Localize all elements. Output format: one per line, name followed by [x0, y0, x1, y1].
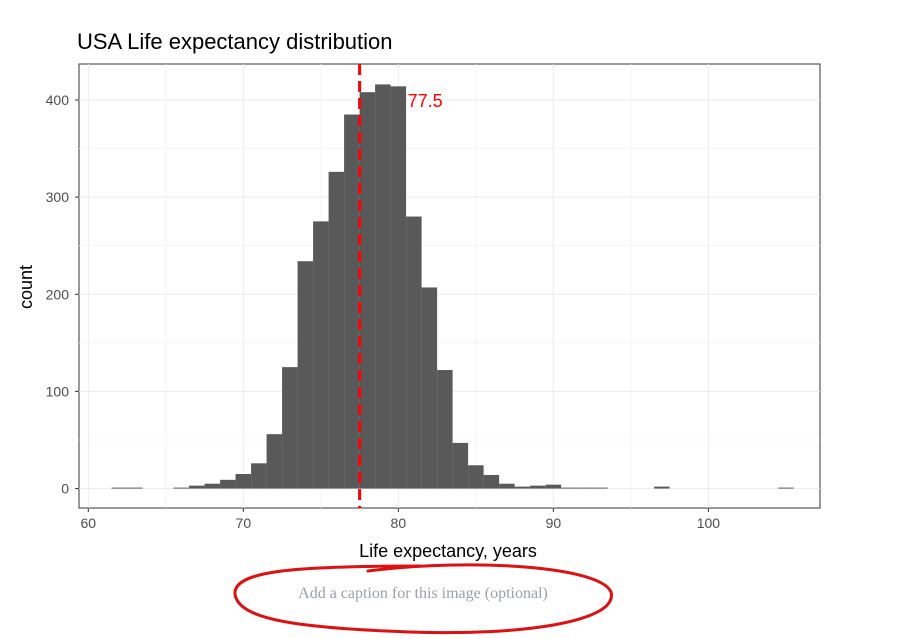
histogram-bar: [297, 261, 314, 489]
histogram-bar: [127, 487, 143, 489]
x-tick-label: 90: [546, 515, 562, 531]
histogram-bar: [390, 86, 407, 489]
y-tick-label: 300: [46, 189, 70, 205]
histogram-bar: [220, 479, 236, 489]
histogram-bar: [189, 485, 205, 489]
x-tick-label: 70: [236, 515, 252, 531]
histogram-bar: [406, 216, 422, 489]
histogram-bar: [778, 487, 794, 489]
caption-input[interactable]: [261, 584, 585, 604]
histogram-bar: [468, 465, 484, 489]
histogram-bar: [421, 287, 438, 489]
x-tick-label: 80: [391, 515, 407, 531]
x-axis-title: Life expectancy, years: [359, 541, 537, 561]
y-axis-title: count: [16, 265, 36, 309]
histogram-bar: [173, 487, 190, 489]
histogram-bar: [313, 221, 329, 489]
histogram-bar: [483, 474, 500, 489]
y-tick-label: 200: [46, 286, 70, 302]
y-tick-label: 400: [46, 92, 70, 108]
histogram-bar: [235, 473, 252, 489]
caption-field-container: [237, 568, 609, 620]
histogram-bar: [592, 487, 608, 489]
histogram-bar: [654, 486, 670, 489]
histogram-bar: [266, 434, 283, 489]
histogram-bar: [375, 84, 391, 489]
histogram-bar: [576, 487, 593, 489]
mean-label: 77.5: [408, 91, 443, 111]
y-tick-label: 100: [46, 383, 70, 399]
histogram-bar: [344, 114, 360, 489]
histogram-bar: [437, 370, 453, 489]
y-tick-label: 0: [61, 481, 69, 497]
histogram-bar: [530, 485, 546, 489]
histogram-bar: [514, 486, 531, 489]
x-tick-label: 100: [697, 515, 721, 531]
histogram-bar: [561, 487, 577, 489]
chart-title: USA Life expectancy distribution: [77, 29, 393, 54]
histogram-bar: [282, 367, 298, 489]
histogram-bar: [111, 487, 128, 489]
histogram-bar: [359, 92, 376, 489]
histogram-bars: [111, 84, 794, 489]
histogram-bar: [328, 171, 345, 489]
x-axis-ticks: 60 70 80 90 100: [81, 508, 721, 531]
histogram-bar: [251, 463, 267, 489]
histogram-bar: [204, 483, 221, 489]
x-tick-label: 60: [81, 515, 97, 531]
histogram-bar: [545, 484, 562, 489]
y-axis-ticks: 0 100 200 300 400: [46, 92, 79, 497]
histogram-bar: [452, 442, 469, 489]
mean-line-group: 77.5: [358, 64, 443, 508]
histogram-bar: [499, 483, 515, 489]
